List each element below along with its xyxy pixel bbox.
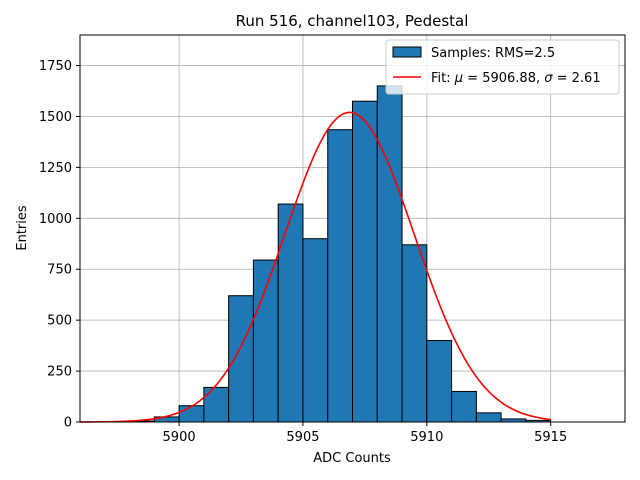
histogram-bar xyxy=(228,295,254,423)
histogram-bar xyxy=(203,386,230,423)
histogram-bar xyxy=(252,259,279,423)
y-tick-label: 0 xyxy=(64,416,72,431)
y-tick-label: 1500 xyxy=(39,110,72,125)
x-axis-label: ADC Counts xyxy=(313,451,391,466)
x-axis-ticks: 5900 5905 5910 5915 xyxy=(163,422,567,445)
x-tick-label: 5900 xyxy=(163,430,196,445)
legend-fit-label: Fit: μ = 5906.88, σ = 2.61 xyxy=(431,71,601,86)
histogram-bar xyxy=(376,85,403,423)
histogram-bars xyxy=(129,85,552,423)
legend-fit-mu-symbol: μ xyxy=(454,71,463,86)
histogram-bar xyxy=(302,238,329,423)
histogram-bar xyxy=(451,390,477,423)
y-axis-label: Entries xyxy=(15,205,30,251)
histogram-bar xyxy=(475,412,502,423)
x-tick-label: 5905 xyxy=(286,430,319,445)
histogram-bar xyxy=(426,340,453,423)
histogram-bar xyxy=(178,405,205,423)
y-tick-label: 1000 xyxy=(39,212,72,227)
legend-fit-sigma-value: = 2.61 xyxy=(552,71,600,86)
y-tick-label: 500 xyxy=(47,314,72,329)
legend-fit-sigma-symbol: σ xyxy=(544,71,553,86)
fit-curve xyxy=(79,111,551,423)
y-axis-ticks: 0 250 500 750 1000 1250 1500 1750 xyxy=(39,59,80,431)
legend-fit-mu-value: = 5906.88, xyxy=(463,71,544,86)
plot-frame xyxy=(79,34,626,423)
y-tick-label: 1250 xyxy=(39,161,72,176)
x-tick-label: 5915 xyxy=(534,430,567,445)
histogram-bar xyxy=(277,203,304,423)
fit-curve-group xyxy=(79,111,551,423)
legend: Samples: RMS=2.5 Fit: μ = 5906.88, σ = 2… xyxy=(385,39,620,95)
y-tick-label: 1750 xyxy=(39,59,72,74)
histogram-bar xyxy=(327,129,353,423)
histogram-bar xyxy=(352,100,378,423)
y-tick-label: 750 xyxy=(47,263,72,278)
legend-histogram-swatch xyxy=(392,46,422,58)
chart-title: Run 516, channel103, Pedestal xyxy=(236,12,469,30)
legend-histogram-label: Samples: RMS=2.5 xyxy=(431,46,555,61)
legend-box xyxy=(385,39,620,95)
x-tick-label: 5910 xyxy=(410,430,443,445)
y-tick-label: 250 xyxy=(47,365,72,380)
legend-fit-prefix: Fit: xyxy=(431,71,455,86)
histogram-bar xyxy=(401,244,428,423)
